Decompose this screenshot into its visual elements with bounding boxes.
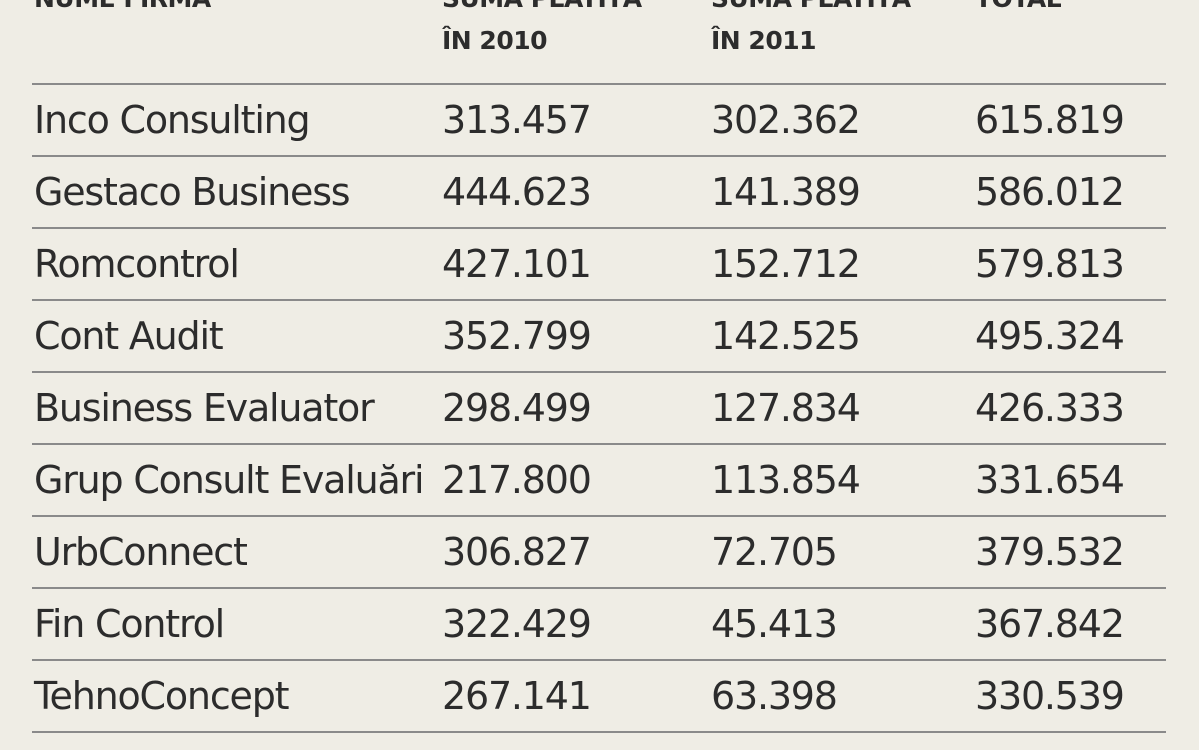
paid-2011-cell: 63.398 xyxy=(711,660,975,733)
table-body: Inco Consulting 313.457 302.362 615.819 … xyxy=(32,84,1166,733)
table-row: Romcontrol 427.101 152.712 579.813 xyxy=(32,228,1166,301)
paid-2011-cell: 45.413 xyxy=(711,588,975,661)
companies-payments-table: NUME FIRMA SUMA PLATITĂ ÎN 2010 SUMA PLA… xyxy=(32,0,1166,733)
total-cell: 330.539 xyxy=(975,660,1166,733)
paid-2010-cell: 306.827 xyxy=(442,516,711,589)
header-total: TOTAL xyxy=(975,0,1166,85)
table-row: Gestaco Business 444.623 141.389 586.012 xyxy=(32,156,1166,229)
total-cell: 586.012 xyxy=(975,156,1166,229)
header-paid-2011: SUMA PLATITĂ ÎN 2011 xyxy=(711,0,975,85)
paid-2011-cell: 113.854 xyxy=(711,444,975,517)
paid-2010-cell: 267.141 xyxy=(442,660,711,733)
table-row: Inco Consulting 313.457 302.362 615.819 xyxy=(32,84,1166,157)
table-row: Fin Control 322.429 45.413 367.842 xyxy=(32,588,1166,661)
total-cell: 426.333 xyxy=(975,372,1166,445)
paid-2011-cell: 152.712 xyxy=(711,228,975,301)
table-row: UrbConnect 306.827 72.705 379.532 xyxy=(32,516,1166,589)
company-name-cell: Business Evaluator xyxy=(32,372,442,445)
company-name-cell: Romcontrol xyxy=(32,228,442,301)
header-paid-2010-year: ÎN 2010 xyxy=(442,26,548,55)
table-row: Business Evaluator 298.499 127.834 426.3… xyxy=(32,372,1166,445)
paid-2010-cell: 444.623 xyxy=(442,156,711,229)
total-cell: 331.654 xyxy=(975,444,1166,517)
paid-2011-cell: 142.525 xyxy=(711,300,975,373)
paid-2011-cell: 302.362 xyxy=(711,84,975,157)
company-name-cell: Cont Audit xyxy=(32,300,442,373)
total-cell: 495.324 xyxy=(975,300,1166,373)
table-header: NUME FIRMA SUMA PLATITĂ ÎN 2010 SUMA PLA… xyxy=(32,0,1166,85)
paid-2011-cell: 127.834 xyxy=(711,372,975,445)
header-paid-2011-year: ÎN 2011 xyxy=(711,26,817,55)
paid-2011-cell: 141.389 xyxy=(711,156,975,229)
total-cell: 579.813 xyxy=(975,228,1166,301)
header-company-name: NUME FIRMA xyxy=(32,0,442,85)
paid-2010-cell: 427.101 xyxy=(442,228,711,301)
company-name-cell: Grup Consult Evaluări xyxy=(32,444,442,517)
table-row: TehnoConcept 267.141 63.398 330.539 xyxy=(32,660,1166,733)
table-row: Grup Consult Evaluări 217.800 113.854 33… xyxy=(32,444,1166,517)
header-company-name-label: NUME FIRMA xyxy=(34,0,442,20)
header-paid-2010-label: SUMA PLATITĂ xyxy=(442,0,711,20)
paid-2010-cell: 352.799 xyxy=(442,300,711,373)
paid-2010-cell: 217.800 xyxy=(442,444,711,517)
paid-2010-cell: 322.429 xyxy=(442,588,711,661)
total-cell: 615.819 xyxy=(975,84,1166,157)
header-row: NUME FIRMA SUMA PLATITĂ ÎN 2010 SUMA PLA… xyxy=(32,0,1166,85)
header-paid-2010: SUMA PLATITĂ ÎN 2010 xyxy=(442,0,711,85)
company-name-cell: Inco Consulting xyxy=(32,84,442,157)
company-name-cell: Fin Control xyxy=(32,588,442,661)
paid-2011-cell: 72.705 xyxy=(711,516,975,589)
companies-payments-table-container: NUME FIRMA SUMA PLATITĂ ÎN 2010 SUMA PLA… xyxy=(32,0,1166,733)
paid-2010-cell: 298.499 xyxy=(442,372,711,445)
header-total-label: TOTAL xyxy=(975,0,1166,20)
total-cell: 367.842 xyxy=(975,588,1166,661)
table-row: Cont Audit 352.799 142.525 495.324 xyxy=(32,300,1166,373)
header-paid-2011-label: SUMA PLATITĂ xyxy=(711,0,975,20)
total-cell: 379.532 xyxy=(975,516,1166,589)
company-name-cell: TehnoConcept xyxy=(32,660,442,733)
company-name-cell: Gestaco Business xyxy=(32,156,442,229)
company-name-cell: UrbConnect xyxy=(32,516,442,589)
paid-2010-cell: 313.457 xyxy=(442,84,711,157)
